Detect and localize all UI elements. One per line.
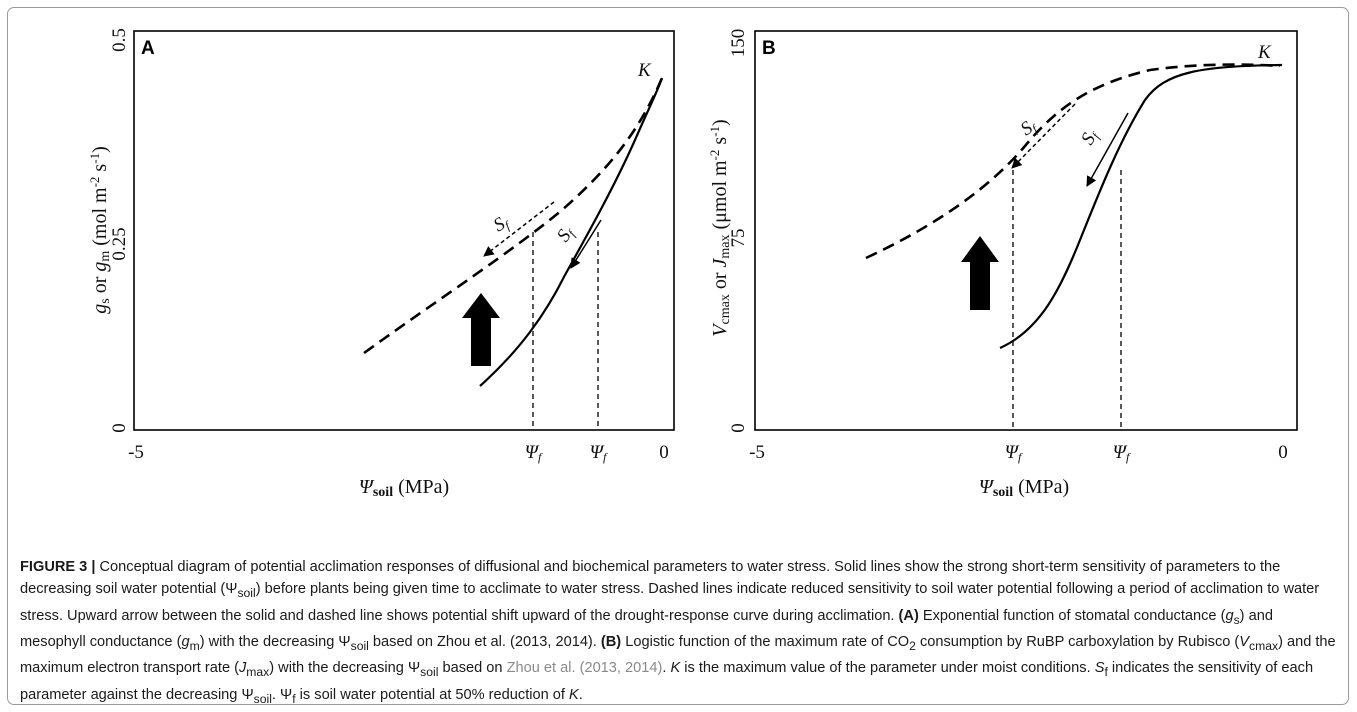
panel-b-ytick-bottom: 0 (728, 423, 749, 433)
panel-a-shift-up-arrow (462, 293, 500, 366)
figure-frame (7, 7, 1349, 705)
panel-b-plot-box (754, 30, 1298, 431)
panel-b-ytick-mid: 75 (728, 229, 749, 248)
panel-a-sf-arrow-solid (570, 219, 602, 269)
panel-b-ytick-top: 150 (728, 29, 749, 58)
panel-a-sf-label-1: Sf (490, 211, 514, 237)
panel-a-psi-f-label-1: Ψf (525, 442, 543, 464)
panel-b-sf-label-2: Sf (1077, 125, 1103, 149)
panel-b-letter: B (762, 38, 776, 59)
panel-a: A 0.5 0.25 0 gs or gm (mol m-2 s-1) -5 0… (87, 28, 675, 500)
caption-reference-link[interactable]: Zhou et al. (2013, 2014) (506, 660, 663, 677)
panel-b-xtick-left: -5 (749, 442, 765, 463)
panel-b-xtick-right: 0 (1278, 442, 1288, 463)
panel-a-letter: A (141, 38, 155, 59)
panel-b-y-title: Vcmax or Jmax (μmol m-2 s-1) (707, 119, 733, 336)
panel-a-sf-arrow-dashed (483, 201, 555, 257)
figure-caption: FIGURE 3 | Conceptual diagram of potenti… (20, 559, 1336, 706)
panel-b-psi-f-label-1: Ψf (1005, 442, 1023, 464)
panel-a-ytick-mid: 0.25 (109, 227, 130, 260)
panel-b-shift-up-arrow (961, 236, 999, 310)
panel-b-solid-curve (999, 63, 1283, 350)
caption-label: FIGURE 3 | (20, 559, 96, 575)
panel-b: B 150 75 0 Vcmax or Jmax (μmol m-2 s-1) … (707, 29, 1298, 500)
panel-b-x-title: Ψsoil (MPa) (979, 476, 1069, 500)
panel-a-dashed-curve (363, 77, 664, 355)
panel-b-k-label: K (1257, 42, 1272, 63)
panel-a-ytick-bottom: 0 (109, 423, 130, 433)
panel-b-sf-label-1: Sf (1017, 115, 1041, 141)
panel-b-sf-arrow-dashed (1011, 103, 1076, 169)
panel-a-xtick-left: -5 (128, 442, 144, 463)
panel-a-sf-label-2: Sf (553, 222, 579, 246)
panel-a-psi-f-label-2: Ψf (590, 442, 608, 464)
panel-b-psi-f-label-2: Ψf (1113, 442, 1131, 464)
panel-b-dashed-curve (865, 63, 1281, 260)
panel-a-y-title: gs or gm (mol m-2 s-1) (87, 146, 113, 314)
panel-a-plot-box (133, 30, 675, 431)
panel-a-k-label: K (637, 60, 652, 81)
panel-a-xtick-right: 0 (659, 442, 669, 463)
panel-b-sf-arrow-solid (1086, 112, 1129, 187)
panel-a-ytick-top: 0.5 (109, 28, 130, 52)
panel-a-x-title: Ψsoil (MPa) (359, 476, 449, 500)
panel-a-solid-curve (479, 77, 664, 387)
